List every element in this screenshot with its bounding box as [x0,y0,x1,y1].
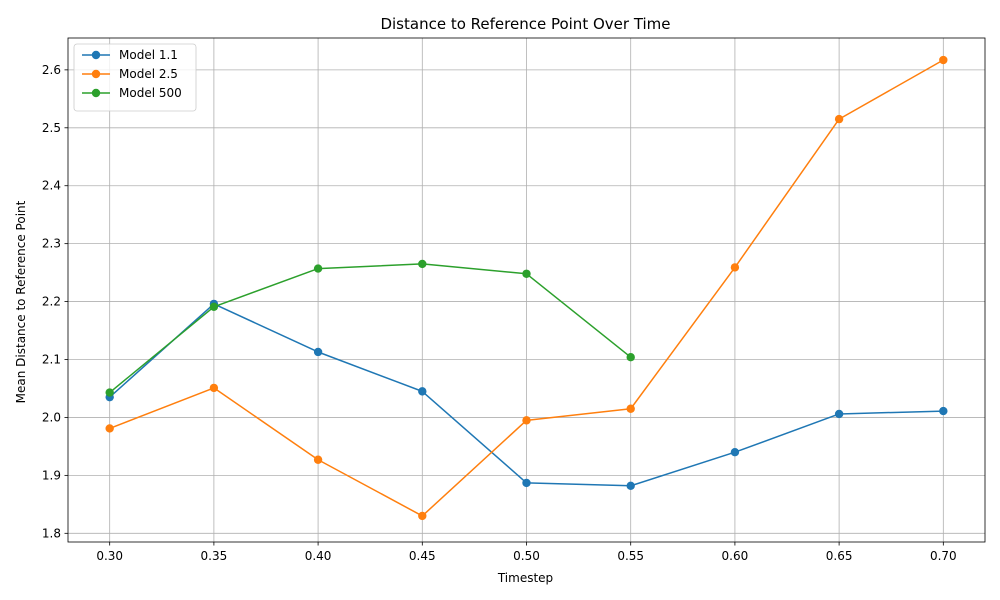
legend-entry: Model 500 [82,86,182,100]
data-point [209,383,219,393]
legend-label: Model 1.1 [119,48,178,62]
chart-title: Distance to Reference Point Over Time [380,15,670,33]
y-tick-label: 2.0 [42,410,61,424]
x-tick-label: 0.45 [409,549,436,563]
x-tick-label: 0.60 [722,549,749,563]
legend-box [73,43,197,112]
y-tick-label: 2.3 [42,237,61,251]
data-point [418,511,427,521]
x-tick-label: 0.65 [826,549,853,563]
x-axis-label: Timestep [497,571,553,585]
data-point [730,448,740,457]
data-point [730,263,740,272]
legend-entry: Model 2.5 [82,67,178,81]
y-tick-label: 2.5 [42,121,61,135]
x-tick-label: 0.40 [305,549,332,563]
y-axis-label: Mean Distance to Reference Point [14,200,28,403]
series-group [105,55,948,521]
series-model-2-5 [105,55,948,521]
x-tick-label: 0.35 [201,549,228,563]
x-tick-label: 0.50 [513,549,540,563]
data-point [522,478,531,488]
data-point [522,269,531,278]
y-tick-label: 2.4 [42,179,61,193]
data-point [105,424,114,433]
legend-entry: Model 1.1 [82,48,178,62]
y-tick-label: 2.6 [42,63,61,77]
data-point [209,302,219,311]
data-point [626,353,635,362]
series-model-500 [105,259,635,397]
series-line [109,263,632,394]
legend-marker [91,88,101,98]
y-tick-label: 2.1 [42,353,61,367]
x-tick-label: 0.55 [617,549,644,563]
x-tick-label: 0.70 [930,549,957,563]
x-tick-label: 0.30 [96,549,123,563]
data-point [626,404,635,413]
y-tick-label: 1.8 [42,526,61,540]
legend-label: Model 2.5 [119,67,178,81]
data-point [418,259,427,269]
legend-marker [91,50,101,60]
data-point [939,55,948,65]
legend-label: Model 500 [119,86,182,100]
legend: Model 1.1 Model 2.5 Model 500 [73,43,197,112]
data-point [418,387,427,396]
data-point [834,409,844,419]
data-point [939,406,948,416]
y-tick-label: 1.9 [42,468,61,482]
data-point [522,416,531,425]
data-point [313,455,323,464]
ticks: 0.30 0.35 0.40 0.45 0.50 0.55 0.60 0.65 0.70 1.8 1… [42,63,957,563]
legend-marker [91,69,101,79]
data-point [626,481,635,491]
data-point [834,114,844,124]
data-point [313,347,323,357]
data-point [105,388,114,397]
y-tick-label: 2.2 [42,295,61,309]
data-point [313,264,323,273]
